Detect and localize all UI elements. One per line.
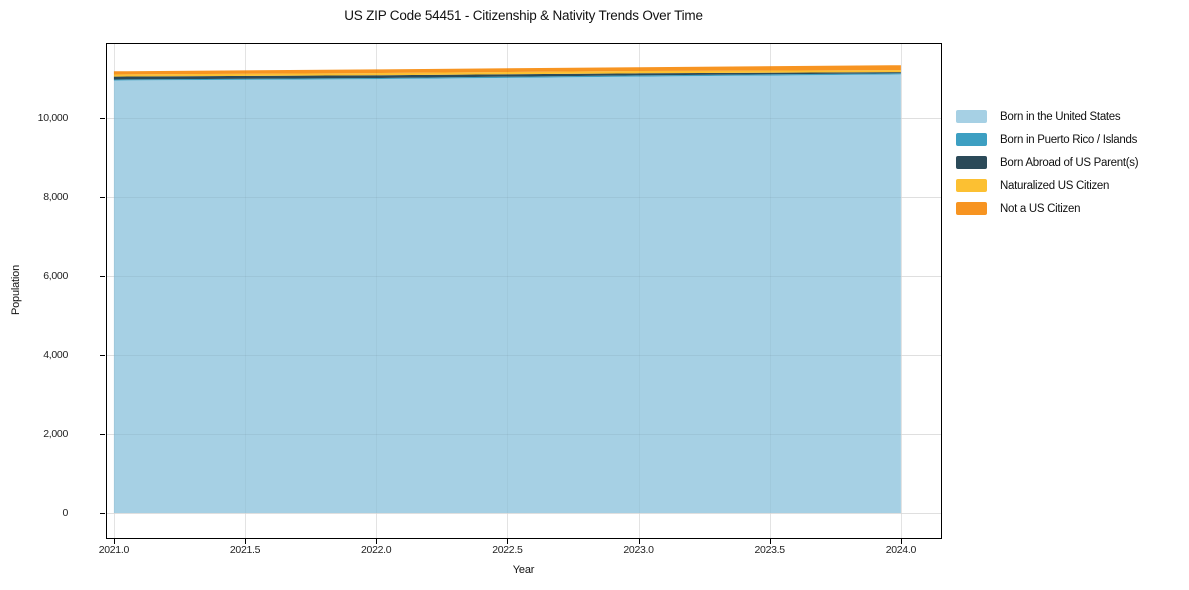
legend-label: Born Abroad of US Parent(s) [1000, 156, 1139, 169]
chart-title: US ZIP Code 54451 - Citizenship & Nativi… [344, 8, 703, 23]
y-tick-label: 4,000 [43, 349, 68, 361]
legend-label: Naturalized US Citizen [1000, 179, 1110, 192]
x-tick-label: 2023.0 [623, 544, 654, 556]
x-tick-label: 2021.0 [98, 544, 130, 556]
legend-item: Not a US Citizen [956, 197, 1138, 220]
y-tick-label: 10,000 [37, 112, 69, 124]
legend-swatch [956, 110, 987, 123]
x-tick-label: 2023.5 [754, 544, 786, 556]
y-tick-label: 8,000 [43, 191, 68, 203]
area-series-1 [113, 73, 901, 81]
y-tick-label: 0 [62, 506, 68, 519]
x-tick-label: 2021.5 [229, 544, 261, 556]
legend-item: Born in the United States [956, 105, 1138, 128]
area-series-0 [113, 74, 901, 514]
legend-label: Born in Puerto Rico / Islands [1000, 133, 1138, 146]
x-tick-label: 2022.0 [361, 544, 392, 556]
legend-label: Not a US Citizen [1000, 202, 1081, 215]
x-tick-label: 2022.5 [492, 544, 523, 556]
plot-border [106, 43, 942, 539]
legend-swatch [956, 179, 987, 192]
legend-swatch [956, 156, 987, 169]
legend-label: Born in the United States [1000, 110, 1121, 123]
area-series-3 [113, 70, 901, 77]
legend-item: Born in Puerto Rico / Islands [956, 128, 1138, 151]
y-axis-label: Population [10, 265, 22, 315]
x-axis-label: Year [512, 564, 535, 576]
y-tick-label: 6,000 [43, 270, 68, 282]
legend-swatch [956, 202, 987, 215]
legend-item: Naturalized US Citizen [956, 174, 1138, 197]
legend-item: Born Abroad of US Parent(s) [956, 151, 1139, 174]
legend-swatch [956, 133, 987, 146]
area-series-4 [113, 65, 901, 75]
area-series-2 [113, 72, 901, 80]
x-tick-label: 2024.0 [885, 544, 917, 556]
y-tick-label: 2,000 [43, 427, 68, 440]
legend: Born in the United States Born in Puerto … [956, 105, 1139, 220]
